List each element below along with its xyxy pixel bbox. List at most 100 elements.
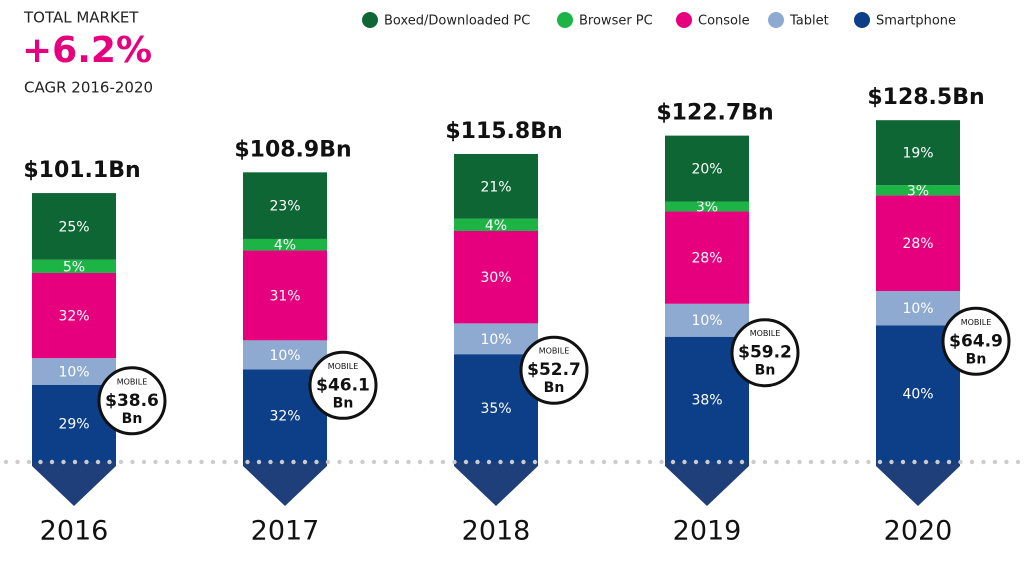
dot — [774, 459, 779, 465]
dot — [256, 459, 262, 465]
x-tick-label: 2017 — [251, 516, 320, 547]
chart-title: TOTAL MARKET — [23, 9, 139, 27]
total-label: $108.9Bn — [234, 137, 351, 162]
dot — [682, 459, 687, 465]
legend-label: Boxed/Downloaded PC — [384, 14, 530, 29]
dot — [314, 459, 319, 465]
dot — [371, 459, 377, 465]
dot — [831, 459, 837, 465]
dot — [486, 459, 492, 465]
mobile-unit: Bn — [333, 395, 354, 411]
segment-label: 10% — [58, 364, 89, 380]
bar-segment — [876, 195, 960, 292]
dot — [141, 459, 147, 465]
dot — [693, 459, 699, 465]
legend-label: Smartphone — [876, 14, 956, 29]
dot — [555, 459, 561, 465]
dot — [544, 459, 549, 465]
dot — [854, 459, 860, 465]
dot — [199, 459, 204, 465]
legend-label: Console — [698, 14, 750, 29]
segment-label: 3% — [696, 199, 718, 215]
dot — [739, 459, 745, 465]
dot — [268, 459, 273, 465]
mobile-value: $38.6 — [105, 391, 159, 411]
bar-segment — [454, 323, 538, 355]
dot — [187, 459, 193, 465]
mobile-unit: Bn — [544, 380, 565, 396]
segment-label: 10% — [269, 348, 300, 364]
dot — [958, 459, 963, 465]
dot — [705, 459, 710, 465]
dot — [325, 459, 331, 465]
mobile-value: $59.2 — [738, 343, 792, 363]
dot — [532, 459, 538, 465]
dot — [348, 459, 354, 465]
dot — [521, 459, 526, 465]
segment-label: 4% — [274, 238, 296, 254]
dot — [647, 459, 653, 465]
dot — [394, 459, 400, 465]
dot — [84, 459, 89, 465]
x-tick-label: 2016 — [40, 516, 109, 547]
dot — [26, 459, 32, 465]
bar-segment — [32, 259, 116, 273]
dot — [636, 459, 641, 465]
dot — [233, 459, 239, 465]
legend-swatch — [362, 12, 378, 28]
segment-label: 19% — [902, 146, 933, 162]
segment-label: 32% — [58, 309, 89, 325]
dot — [785, 459, 791, 465]
dot — [406, 459, 411, 465]
bar-segment — [32, 272, 116, 359]
arrow-base — [454, 462, 538, 506]
segment-label: 25% — [58, 219, 89, 235]
dot — [946, 459, 952, 465]
bar-segment — [665, 135, 749, 202]
dot — [49, 459, 55, 465]
arrow-base — [243, 462, 327, 506]
dot — [1004, 459, 1009, 465]
segment-label: 40% — [902, 387, 933, 403]
segment-label: 20% — [691, 162, 722, 178]
mobile-value: $64.9 — [949, 331, 1003, 351]
dot — [797, 459, 802, 465]
mobile-value: $46.1 — [316, 375, 370, 395]
x-tick-label: 2020 — [884, 516, 953, 547]
mobile-unit: Bn — [966, 351, 987, 367]
bar-segment — [454, 153, 538, 219]
dot — [337, 459, 342, 465]
segment-label: 10% — [902, 301, 933, 317]
dot — [877, 459, 883, 465]
total-label: $128.5Bn — [867, 85, 984, 110]
total-label: $122.7Bn — [656, 101, 773, 126]
dot — [923, 459, 929, 465]
x-tick-label: 2019 — [673, 516, 742, 547]
arrow-base — [876, 462, 960, 506]
dot — [670, 459, 676, 465]
x-tick-label: 2018 — [462, 516, 531, 547]
dot — [1015, 459, 1021, 465]
dot — [440, 459, 446, 465]
baseline-dots — [3, 459, 1021, 465]
subtitle: CAGR 2016-2020 — [24, 79, 153, 97]
dot — [360, 459, 365, 465]
headline: +6.2% — [22, 30, 152, 71]
segment-label: 38% — [691, 392, 722, 408]
mobile-badge — [941, 306, 1011, 376]
dot — [72, 459, 78, 465]
dot — [475, 459, 480, 465]
dot — [509, 459, 515, 465]
mobile-caption: MOBILE — [328, 362, 359, 371]
dot — [3, 459, 9, 465]
bar-segment — [665, 201, 749, 212]
legend-swatch — [557, 12, 573, 28]
segment-label: 31% — [269, 288, 300, 304]
segment-label: 21% — [480, 179, 511, 195]
arrow-base — [32, 462, 116, 506]
segment-label: 30% — [480, 270, 511, 286]
dot — [935, 459, 940, 465]
dot — [452, 459, 457, 465]
dot — [659, 459, 664, 465]
